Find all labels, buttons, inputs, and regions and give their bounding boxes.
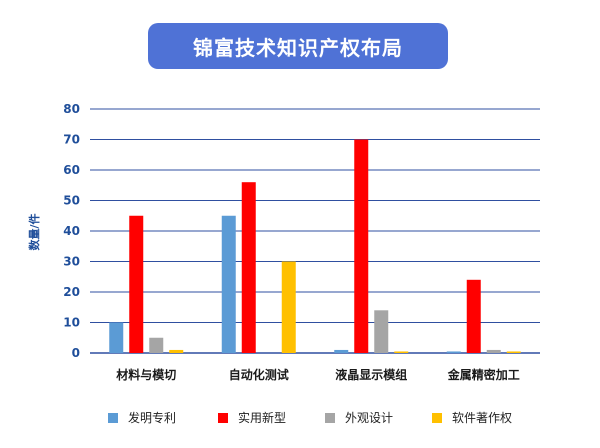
bar <box>334 349 349 353</box>
y-tick-label: 40 <box>63 224 80 238</box>
legend-item: 外观设计 <box>325 409 393 426</box>
bar <box>466 279 481 353</box>
bar <box>394 351 409 353</box>
chart-title: 锦富技术知识产权布局 <box>193 35 403 60</box>
bars <box>109 139 521 353</box>
legend-swatch <box>218 412 228 423</box>
bar <box>149 337 164 353</box>
chart-title-banner: 锦富技术知识产权布局 <box>148 23 448 69</box>
legend-item: 软件著作权 <box>432 409 512 426</box>
legend-item: 发明专利 <box>108 409 176 426</box>
legend-swatch <box>108 412 118 423</box>
bar <box>506 351 521 353</box>
y-tick-label: 0 <box>72 346 80 360</box>
bar <box>354 139 369 353</box>
x-tick-label: 自动化测试 <box>229 367 289 382</box>
legend-item: 实用新型 <box>218 409 286 426</box>
legend-label: 软件著作权 <box>452 411 513 425</box>
y-tick-label: 70 <box>63 133 80 147</box>
bar <box>109 322 124 353</box>
y-tick-label: 60 <box>63 163 80 177</box>
legend-swatch <box>432 412 442 423</box>
bar <box>446 351 461 353</box>
y-tick-label: 30 <box>63 255 80 269</box>
x-tick-label: 金属精密加工 <box>447 367 520 382</box>
y-tick-labels: 0 10 20 30 40 50 60 70 80 <box>63 102 80 360</box>
legend-label: 外观设计 <box>345 411 394 425</box>
bar <box>486 349 501 353</box>
legend-swatch <box>325 412 335 423</box>
y-tick-label: 80 <box>63 102 80 116</box>
bar <box>221 215 236 353</box>
y-axis-label: 数量/件 <box>27 213 41 250</box>
bar <box>281 261 296 353</box>
y-tick-label: 50 <box>63 194 80 208</box>
y-tick-label: 10 <box>63 316 80 330</box>
legend-label: 发明专利 <box>128 411 177 425</box>
bar <box>241 182 256 353</box>
x-tick-label: 材料与模切 <box>115 367 176 382</box>
gridlines <box>90 108 540 354</box>
legend-label: 实用新型 <box>238 411 287 425</box>
bar <box>374 310 389 353</box>
bar <box>129 215 144 353</box>
bar <box>169 349 184 353</box>
x-tick-label: 液晶显示模组 <box>335 367 407 382</box>
x-tick-labels: 材料与模切 自动化测试 液晶显示模组 金属精密加工 <box>115 367 520 382</box>
chart-legend: 发明专利 实用新型 外观设计 软件著作权 <box>0 402 600 428</box>
y-tick-label: 20 <box>63 285 80 299</box>
